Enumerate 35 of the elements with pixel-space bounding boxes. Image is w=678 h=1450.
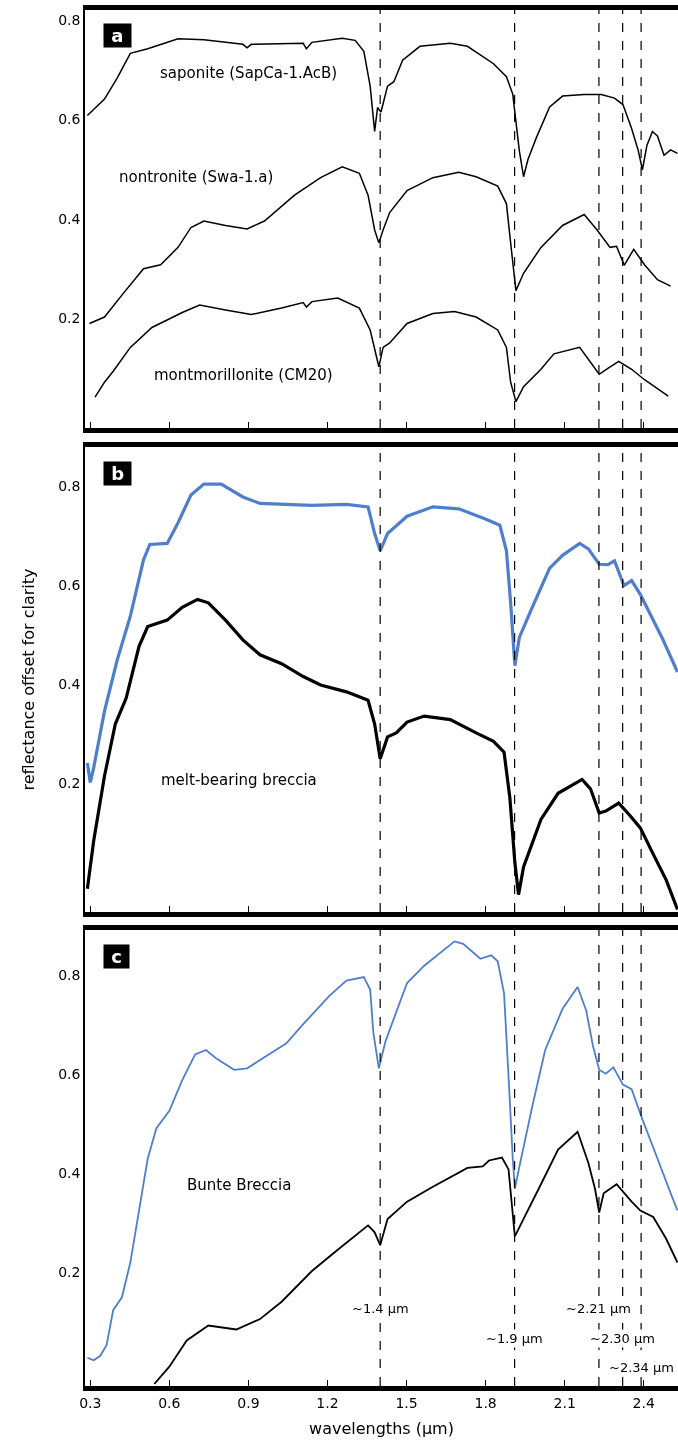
x-tick-label: 1.2 (316, 1394, 339, 1411)
ref-line-label: ~2.21 µm (566, 1301, 631, 1316)
text: c (105, 946, 129, 967)
y-tick-label: 0.2 (58, 775, 81, 792)
y-axis-title: reflectance offset for clarity (18, 568, 38, 791)
y-tick-label: 0.4 (58, 210, 81, 227)
y-tick-label: 0.8 (58, 11, 81, 28)
annotation: melt-bearing breccia (161, 771, 317, 789)
x-tick-label: 0.3 (79, 1394, 102, 1411)
text: b (105, 463, 131, 484)
ref-line-label: ~1.9 µm (486, 1331, 543, 1346)
text: a (105, 25, 130, 46)
y-tick-label: 0.6 (58, 577, 81, 594)
y-tick-label: 0.6 (58, 1065, 81, 1082)
ref-line-label: ~1.4 µm (352, 1301, 409, 1316)
annotation: Bunte Breccia (187, 1176, 292, 1194)
ref-line-label: ~2.34 µm (609, 1360, 674, 1375)
x-tick-label: 1.8 (474, 1394, 497, 1411)
y-tick-label: 0.8 (58, 478, 81, 495)
y-tick-label: 0.2 (58, 310, 81, 327)
x-axis-title: wavelengths (µm) (309, 1419, 454, 1439)
y-tick-label: 0.4 (58, 676, 81, 693)
y-tick-label: 0.8 (58, 966, 81, 983)
annotation: nontronite (Swa-1.a) (119, 168, 274, 186)
x-tick-label: 2.1 (553, 1394, 576, 1411)
ref-line-label: ~2.30 µm (590, 1331, 655, 1346)
x-tick-label: 1.5 (395, 1394, 418, 1411)
y-tick-label: 0.2 (58, 1263, 81, 1280)
x-tick-label: 0.9 (237, 1394, 260, 1411)
y-tick-label: 0.4 (58, 1164, 81, 1181)
y-tick-label: 0.6 (58, 111, 81, 128)
x-tick-label: 2.4 (632, 1394, 655, 1411)
annotation: montmorillonite (CM20) (154, 366, 333, 384)
x-tick-label: 0.6 (158, 1394, 181, 1411)
annotation: saponite (SapCa-1.AcB) (160, 64, 338, 82)
